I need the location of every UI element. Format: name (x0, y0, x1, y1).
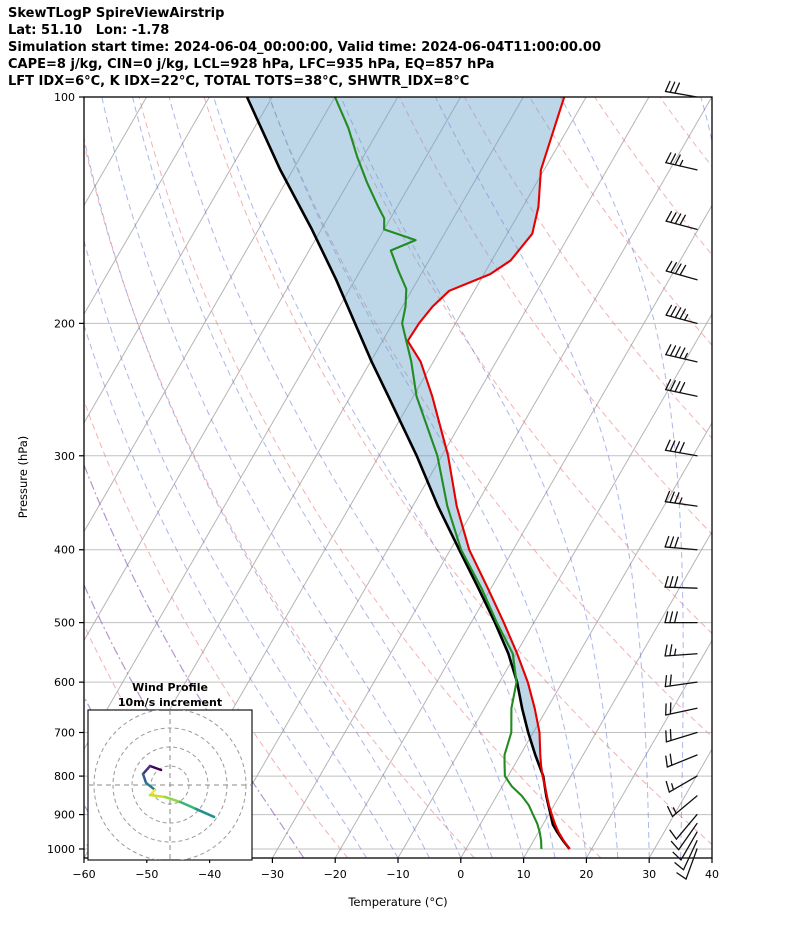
y-tick-label: 400 (54, 544, 75, 557)
y-tick-label: 700 (54, 726, 75, 739)
x-tick-label: 40 (705, 868, 719, 881)
y-tick-label: 100 (54, 91, 75, 104)
dry-adiabat-lines (84, 97, 712, 858)
y-tick-label: 800 (54, 770, 75, 783)
x-tick-label: 10 (517, 868, 531, 881)
hodograph-title-line: Wind Profile (132, 681, 208, 694)
header-line-title: SkewTLogP SpireViewAirstrip (8, 6, 225, 21)
x-axis-label: Temperature (°C) (347, 895, 447, 909)
y-tick-label: 300 (54, 450, 75, 463)
x-tick-label: −60 (72, 868, 95, 881)
y-tick-label: 200 (54, 317, 75, 330)
y-tick-label: 500 (54, 617, 75, 630)
x-tick-label: −10 (386, 868, 409, 881)
header-line-latlon: Lat: 51.10 Lon: -1.78 (8, 23, 170, 38)
x-axis-ticks: −60 −50 −40 −30 −20 −10 0 10 20 30 40 (72, 858, 719, 881)
x-tick-label: −40 (198, 868, 221, 881)
wind-barbs (664, 80, 698, 880)
x-tick-label: −50 (135, 868, 158, 881)
x-tick-label: 0 (457, 868, 464, 881)
header-line-indices: LFT IDX=6°C, K IDX=22°C, TOTAL TOTS=38°C… (8, 74, 470, 89)
cape-shading (247, 97, 565, 796)
y-tick-label: 900 (54, 809, 75, 822)
hodograph-trace (141, 764, 216, 819)
x-tick-label: −30 (261, 868, 284, 881)
sounding-curves (245, 97, 571, 850)
hodograph-crosshair (88, 710, 252, 860)
x-tick-label: 30 (642, 868, 656, 881)
y-tick-label: 1000 (47, 843, 75, 856)
dewpoint-curve (334, 97, 543, 850)
temperature-curve (406, 97, 571, 850)
x-tick-label: −20 (324, 868, 347, 881)
hodograph-title: Wind Profile 10m/s increment (118, 681, 222, 709)
hodograph-inset: Wind Profile 10m/s increment (87, 681, 253, 861)
parcel-curve (245, 97, 571, 850)
y-tick-label: 600 (54, 676, 75, 689)
header-line-cape: CAPE=8 j/kg, CIN=0 j/kg, LCL=928 hPa, LF… (8, 57, 495, 72)
hodograph-title-line: 10m/s increment (118, 696, 222, 709)
header-line-times: Simulation start time: 2024-06-04_00:00:… (8, 40, 601, 55)
y-axis-label: Pressure (hPa) (16, 436, 30, 519)
y-axis-ticks: 100 200 300 400 500 600 700 800 900 1000 (47, 91, 84, 856)
x-tick-label: 20 (579, 868, 593, 881)
header: SkewTLogP SpireViewAirstrip Lat: 51.10 L… (8, 5, 601, 90)
